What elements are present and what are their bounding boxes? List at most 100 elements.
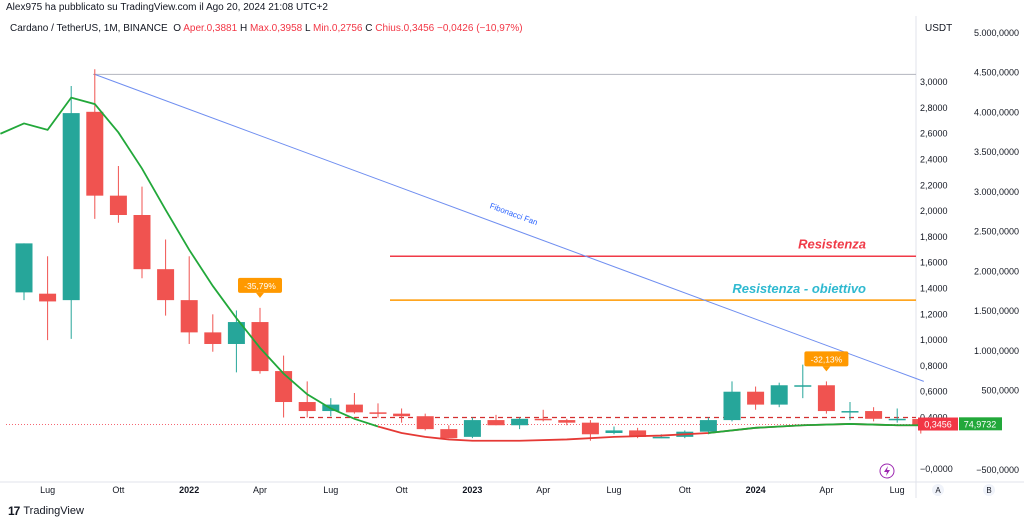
candle-body — [157, 269, 175, 301]
candle — [440, 425, 458, 439]
right-axis-tick: 4.000,0000 — [974, 107, 1019, 117]
left-axis-tick: 0,8000 — [920, 361, 948, 371]
indicator-badge — [959, 417, 1002, 431]
candle-body — [275, 371, 293, 403]
x-axis-label: Apr — [536, 485, 550, 495]
ohlc-change: −0,0426 (−10,97%) — [437, 23, 523, 34]
lightning-icon-ring — [879, 463, 895, 479]
drop-callout-box — [238, 277, 282, 293]
candle — [157, 239, 175, 316]
left-axis-tick: 1,0000 — [920, 335, 948, 345]
candle-body — [558, 420, 576, 423]
tradingview-logo-icon: 17 — [8, 504, 20, 518]
auto-scale-button-label: A — [935, 486, 941, 495]
x-axis-label: Lug — [40, 485, 55, 495]
left-axis-tick: 1,8000 — [920, 232, 948, 242]
left-axis-tick: 2,6000 — [920, 129, 948, 139]
ohlc-high: Max.0,3958 — [249, 23, 303, 34]
candle-body — [723, 391, 741, 421]
x-axis-label: 2022 — [179, 485, 199, 495]
candle-body — [747, 391, 765, 405]
symbol-name: Cardano / TetherUS, 1M, BINANCE — [10, 23, 168, 34]
candle-body — [440, 429, 458, 439]
x-axis-label: Lug — [606, 485, 621, 495]
candle-body — [204, 332, 222, 344]
fibonacci-fan-line — [94, 73, 924, 382]
right-axis-tick: 4.500,0000 — [974, 68, 1019, 78]
candle-body — [511, 418, 529, 426]
ohlc-open: Aper.0,3881 — [183, 23, 238, 34]
currency-label: USDT — [925, 23, 953, 34]
candle-body — [62, 113, 80, 301]
candle — [180, 256, 198, 344]
drop-callout-label: -32,13% — [811, 354, 843, 364]
left-axis-tick: 0,6000 — [920, 387, 948, 397]
candle-body — [393, 413, 411, 417]
candle — [86, 69, 104, 219]
candle — [204, 314, 222, 352]
candle-body — [865, 411, 883, 419]
brand-name: TradingView — [23, 505, 84, 517]
auto-scale-button-bg — [932, 484, 944, 496]
candle — [723, 381, 741, 422]
right-axis-tick: 3.000,0000 — [974, 187, 1019, 197]
tradingview-brand[interactable]: 17 TradingView — [8, 504, 84, 518]
published-note: Alex975 ha pubblicato su TradingView.com… — [6, 2, 328, 13]
left-axis-tick: 1,2000 — [920, 309, 948, 319]
candle — [345, 393, 363, 414]
left-axis-tick: −0,0000 — [920, 464, 953, 474]
auto-scale-button[interactable]: A — [932, 484, 944, 496]
right-axis-tick: 1.000,0000 — [974, 346, 1019, 356]
log-scale-button[interactable]: B — [983, 484, 995, 496]
price-badge — [918, 417, 958, 431]
resistance-label: Resistenza — [798, 236, 866, 251]
drop-callout-box — [804, 351, 849, 367]
candle-body — [487, 420, 505, 426]
drop-callout-label: -35,79% — [244, 281, 276, 291]
lightning-icon — [879, 463, 895, 479]
candle — [605, 426, 623, 435]
candle — [534, 409, 552, 422]
candle — [770, 382, 788, 408]
candle — [416, 413, 434, 431]
ohlc-low: Min.0,2756 — [313, 23, 363, 34]
symbol-legend: Cardano / TetherUS, 1M, BINANCE O Aper.0… — [10, 23, 523, 34]
moving-average-line-low — [377, 423, 921, 442]
candle-body — [794, 385, 812, 387]
drop-callout-arrow — [256, 292, 264, 298]
candle — [888, 408, 906, 423]
left-axis-tick: 1,4000 — [920, 284, 948, 294]
candle — [322, 398, 340, 417]
candle — [15, 243, 33, 301]
candle — [558, 418, 576, 426]
left-axis-tick: 2,0000 — [920, 206, 948, 216]
candle — [841, 402, 859, 421]
x-axis-label: Lug — [323, 485, 338, 495]
x-axis-label: Ott — [679, 485, 692, 495]
candle-body — [345, 404, 363, 413]
moving-average-line-recent — [708, 423, 921, 434]
right-axis-tick: 1.500,0000 — [974, 306, 1019, 316]
candle-body — [581, 422, 599, 435]
drop-callout-arrow — [822, 366, 831, 372]
candle — [747, 386, 765, 410]
candle — [865, 407, 883, 422]
candle — [794, 364, 812, 399]
x-axis-label: Ott — [396, 485, 409, 495]
ohlc-h-label: H — [239, 23, 248, 34]
left-axis-tick: 1,6000 — [920, 258, 948, 268]
left-axis-tick: 0,4000 — [920, 413, 948, 423]
candle-body — [369, 412, 387, 414]
right-axis-tick: 3.500,0000 — [974, 147, 1019, 157]
x-axis-label: 2023 — [462, 485, 482, 495]
moving-average-line — [0, 96, 379, 428]
candle — [699, 417, 717, 435]
candle-body — [109, 195, 127, 215]
candle — [133, 186, 151, 279]
candle-body — [841, 411, 859, 413]
indicator-badge-label: 74,9732 — [964, 419, 997, 429]
candle-body — [133, 215, 151, 270]
candle-body — [605, 430, 623, 433]
